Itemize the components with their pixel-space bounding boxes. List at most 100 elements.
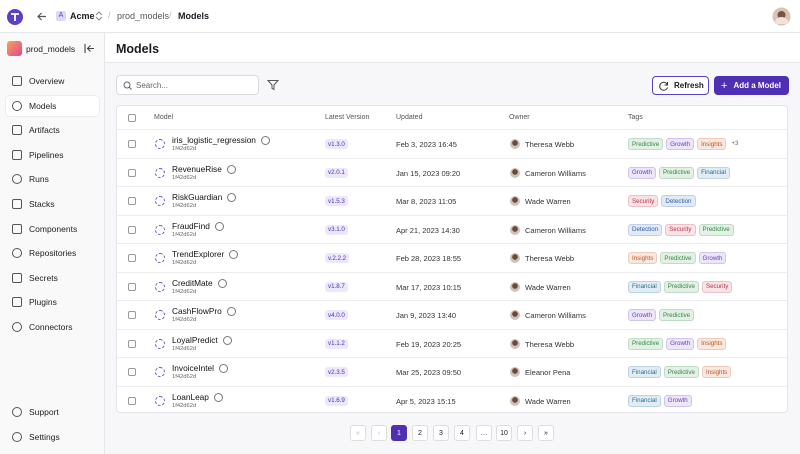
model-name[interactable]: CashFlowPro: [172, 306, 222, 316]
info-icon[interactable]: [226, 164, 236, 174]
page-button[interactable]: 3: [433, 425, 449, 441]
refresh-icon: [659, 81, 668, 91]
version-badge: v1.5.3: [325, 196, 348, 206]
info-icon[interactable]: [226, 307, 236, 316]
last-page[interactable]: »: [538, 425, 554, 441]
checkbox[interactable]: [128, 140, 136, 148]
refresh-button[interactable]: Refresh: [652, 76, 709, 95]
model-name[interactable]: InvoiceIntel: [172, 363, 214, 373]
page-button[interactable]: 1: [391, 425, 407, 441]
model-name[interactable]: TrendExplorer: [172, 249, 225, 259]
filter-button[interactable]: [267, 79, 279, 91]
checkbox[interactable]: [128, 282, 136, 291]
info-icon[interactable]: [217, 278, 227, 288]
checkbox[interactable]: [128, 368, 136, 376]
model-name[interactable]: RiskGuardian: [172, 192, 223, 202]
page-button[interactable]: …: [476, 425, 492, 441]
nav-item[interactable]: Repositories: [6, 243, 99, 263]
owner-avatar: [510, 167, 520, 178]
info-icon[interactable]: [260, 136, 270, 145]
workspace-name[interactable]: Acme: [70, 11, 95, 21]
page-button[interactable]: 4: [454, 425, 470, 441]
nav-item[interactable]: Settings: [6, 427, 99, 447]
info-icon[interactable]: [218, 364, 228, 373]
nav-label: Settings: [29, 432, 60, 442]
nav-item[interactable]: Stacks: [6, 194, 99, 214]
nav-item[interactable]: Runs: [6, 169, 99, 189]
nav-item[interactable]: Plugins: [6, 292, 99, 312]
tags: Financial Predictive Insights: [628, 366, 734, 378]
table-row[interactable]: iris_logistic_regression 1f42d62d v1.3.0 Fe…: [117, 129, 787, 158]
model-icon: [155, 224, 165, 235]
info-icon[interactable]: [222, 335, 232, 345]
model-name[interactable]: CreditMate: [172, 277, 213, 288]
avatar[interactable]: [772, 7, 791, 26]
add-model-label: Add a Model: [733, 81, 781, 90]
tag: Growth: [628, 309, 656, 321]
breadcrumb[interactable]: prod_models: [117, 11, 170, 21]
next-page[interactable]: ›: [517, 425, 533, 441]
nav-label: Secrets: [29, 272, 58, 283]
nav-item[interactable]: Pipelines: [6, 145, 99, 165]
owner-name: Cameron Williams: [525, 168, 586, 178]
search-box[interactable]: Search...: [116, 75, 259, 95]
model-name[interactable]: LoyalPredict: [172, 334, 218, 345]
info-icon[interactable]: [214, 221, 224, 231]
nav-item[interactable]: Secrets: [6, 268, 99, 288]
checkbox[interactable]: [128, 396, 136, 405]
info-icon[interactable]: [213, 392, 223, 402]
collapse-button[interactable]: [84, 43, 95, 54]
model-name[interactable]: RevenueRise: [172, 163, 222, 174]
first-page[interactable]: «: [350, 425, 366, 441]
nav-item[interactable]: Artifacts: [6, 120, 99, 140]
table-row[interactable]: RevenueRise 1f42d62d v2.0.1 Jan 15, 2023 09…: [117, 157, 787, 187]
nav-item[interactable]: Connectors: [6, 317, 99, 337]
owner-name: Cameron Williams: [525, 311, 586, 320]
checkbox[interactable]: [128, 168, 136, 177]
table-row[interactable]: CashFlowPro 1f42d62d v4.0.0 Jan 9, 2023 13:…: [117, 300, 787, 329]
table-row[interactable]: TrendExplorer 1f42d62d v.2.2.2 Feb 28, 2023…: [117, 243, 787, 272]
owner-name: Wade Warren: [525, 197, 571, 206]
models-table: Model Latest Version Updated Owner Tags iris_…: [116, 105, 788, 413]
model-id: 1f42d62d: [172, 345, 197, 352]
nav-item[interactable]: Components: [6, 219, 99, 239]
checkbox[interactable]: [128, 114, 136, 122]
owner-name: Theresa Webb: [525, 140, 575, 149]
project-name[interactable]: prod_models: [26, 44, 76, 54]
info-icon[interactable]: [227, 193, 237, 202]
tag: Detection: [661, 195, 696, 207]
nav-item[interactable]: Support: [6, 402, 99, 422]
checkbox[interactable]: [128, 339, 136, 348]
version-badge: v.2.2.2: [325, 253, 350, 263]
updated: Feb 3, 2023 16:45: [396, 140, 457, 149]
workspace-switch[interactable]: [95, 11, 103, 21]
table-row[interactable]: FraudFind 1f42d62d v3.1.0 Apr 21, 2023 14:3…: [117, 214, 787, 244]
table-row[interactable]: CreditMate 1f42d62d v1.8.7 Mar 17, 2023 10:…: [117, 271, 787, 301]
model-name[interactable]: FraudFind: [172, 220, 210, 231]
column-header: Tags: [628, 114, 643, 121]
page-button[interactable]: 2: [412, 425, 428, 441]
table-row[interactable]: InvoiceIntel 1f42d62d v2.3.5 Mar 25, 2023 0…: [117, 357, 787, 386]
back-button[interactable]: [36, 11, 47, 22]
separator: /: [108, 10, 111, 20]
updated: Jan 15, 2023 09:20: [396, 168, 461, 178]
table-row[interactable]: LoyalPredict 1f42d62d v1.1.2 Feb 19, 2023 2…: [117, 328, 787, 358]
nav-item[interactable]: Models: [6, 95, 99, 116]
checkbox[interactable]: [128, 197, 136, 205]
table-row[interactable]: RiskGuardian 1f42d62d v1.5.3 Mar 8, 2023 11…: [117, 186, 787, 215]
checkbox[interactable]: [128, 254, 136, 262]
checkbox[interactable]: [128, 225, 136, 234]
table-row[interactable]: LoanLeap 1f42d62d v1.6.9 Apr 5, 2023 15:15 W…: [117, 385, 787, 415]
model-name[interactable]: LoanLeap: [172, 391, 209, 402]
checkbox[interactable]: [128, 311, 136, 319]
nav-item[interactable]: Overview: [6, 71, 99, 91]
model-name[interactable]: iris_logistic_regression: [172, 135, 256, 145]
tag: Detection: [628, 223, 663, 236]
info-icon[interactable]: [229, 250, 239, 259]
prev-page[interactable]: ‹: [371, 425, 387, 441]
tag: Insights: [628, 252, 658, 264]
add-model-button[interactable]: + Add a Model: [714, 76, 789, 95]
owner-avatar: [510, 395, 520, 406]
model-id: 1f42d62d: [172, 374, 197, 380]
page-button[interactable]: 10: [496, 425, 512, 441]
